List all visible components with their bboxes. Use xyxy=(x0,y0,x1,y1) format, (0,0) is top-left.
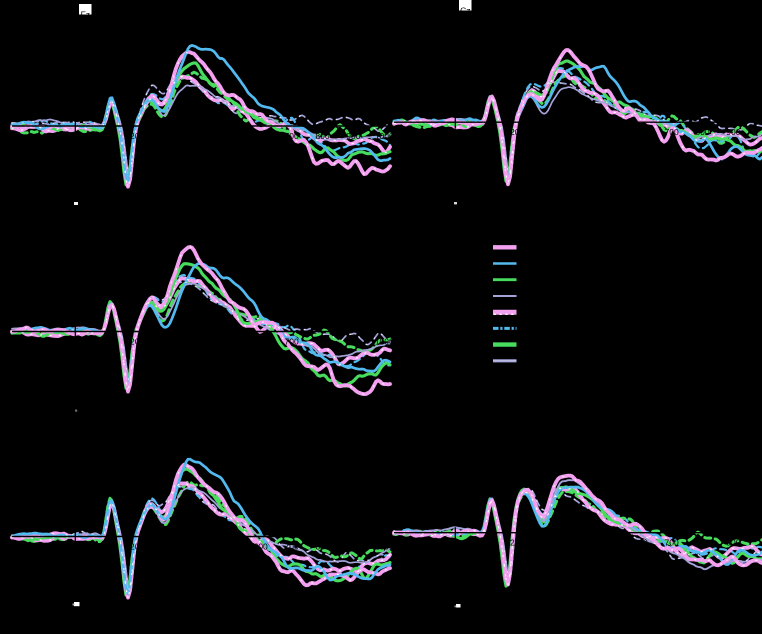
svg-text:100: 100 xyxy=(479,127,493,137)
svg-text:500: 500 xyxy=(603,127,617,137)
svg-text:300: 300 xyxy=(161,542,175,552)
svg-text:400: 400 xyxy=(572,127,586,137)
svg-text:200: 200 xyxy=(130,542,144,552)
svg-text:600: 600 xyxy=(254,131,268,141)
svg-text:800: 800 xyxy=(315,131,329,141)
svg-text:0: 0 xyxy=(73,337,78,347)
svg-text:700: 700 xyxy=(285,542,299,552)
svg-text:600: 600 xyxy=(254,542,268,552)
svg-text:1000: 1000 xyxy=(375,337,394,347)
svg-text:900: 900 xyxy=(346,337,360,347)
svg-text:800: 800 xyxy=(695,538,709,548)
svg-text:700: 700 xyxy=(665,538,679,548)
svg-text:700: 700 xyxy=(285,337,299,347)
svg-text:300: 300 xyxy=(161,131,175,141)
svg-text:200: 200 xyxy=(510,127,524,137)
svg-text:0: 0 xyxy=(453,127,458,137)
svg-text:500: 500 xyxy=(223,542,237,552)
svg-text:400: 400 xyxy=(192,337,206,347)
svg-text:400: 400 xyxy=(192,542,206,552)
svg-text:0: 0 xyxy=(73,131,78,141)
svg-text:600: 600 xyxy=(634,127,648,137)
svg-text:500: 500 xyxy=(603,538,617,548)
svg-text:300: 300 xyxy=(541,127,555,137)
svg-text:200: 200 xyxy=(130,131,144,141)
svg-text:500: 500 xyxy=(223,337,237,347)
svg-text:300: 300 xyxy=(161,337,175,347)
svg-text:300: 300 xyxy=(541,538,555,548)
svg-text:800: 800 xyxy=(315,542,329,552)
svg-text:1000: 1000 xyxy=(375,131,394,141)
svg-text:400: 400 xyxy=(572,538,586,548)
svg-text:800: 800 xyxy=(695,127,709,137)
svg-text:100: 100 xyxy=(99,131,113,141)
svg-text:900: 900 xyxy=(346,131,360,141)
svg-text:0: 0 xyxy=(73,542,78,552)
svg-text:400: 400 xyxy=(192,131,206,141)
svg-text:Fz: Fz xyxy=(81,10,90,20)
svg-text:200: 200 xyxy=(130,337,144,347)
svg-text:100: 100 xyxy=(479,538,493,548)
svg-text:200: 200 xyxy=(510,538,524,548)
svg-text:500: 500 xyxy=(223,131,237,141)
svg-text:700: 700 xyxy=(665,127,679,137)
svg-text:Cz: Cz xyxy=(460,6,470,16)
svg-text:600: 600 xyxy=(634,538,648,548)
svg-text:100: 100 xyxy=(99,542,113,552)
svg-text:0: 0 xyxy=(453,538,458,548)
svg-text:900: 900 xyxy=(726,127,740,137)
svg-text:800: 800 xyxy=(315,337,329,347)
svg-text:700: 700 xyxy=(285,131,299,141)
svg-text:600: 600 xyxy=(254,337,268,347)
svg-text:1000: 1000 xyxy=(375,542,394,552)
svg-text:100: 100 xyxy=(99,337,113,347)
svg-text:900: 900 xyxy=(346,542,360,552)
svg-text:900: 900 xyxy=(726,538,740,548)
